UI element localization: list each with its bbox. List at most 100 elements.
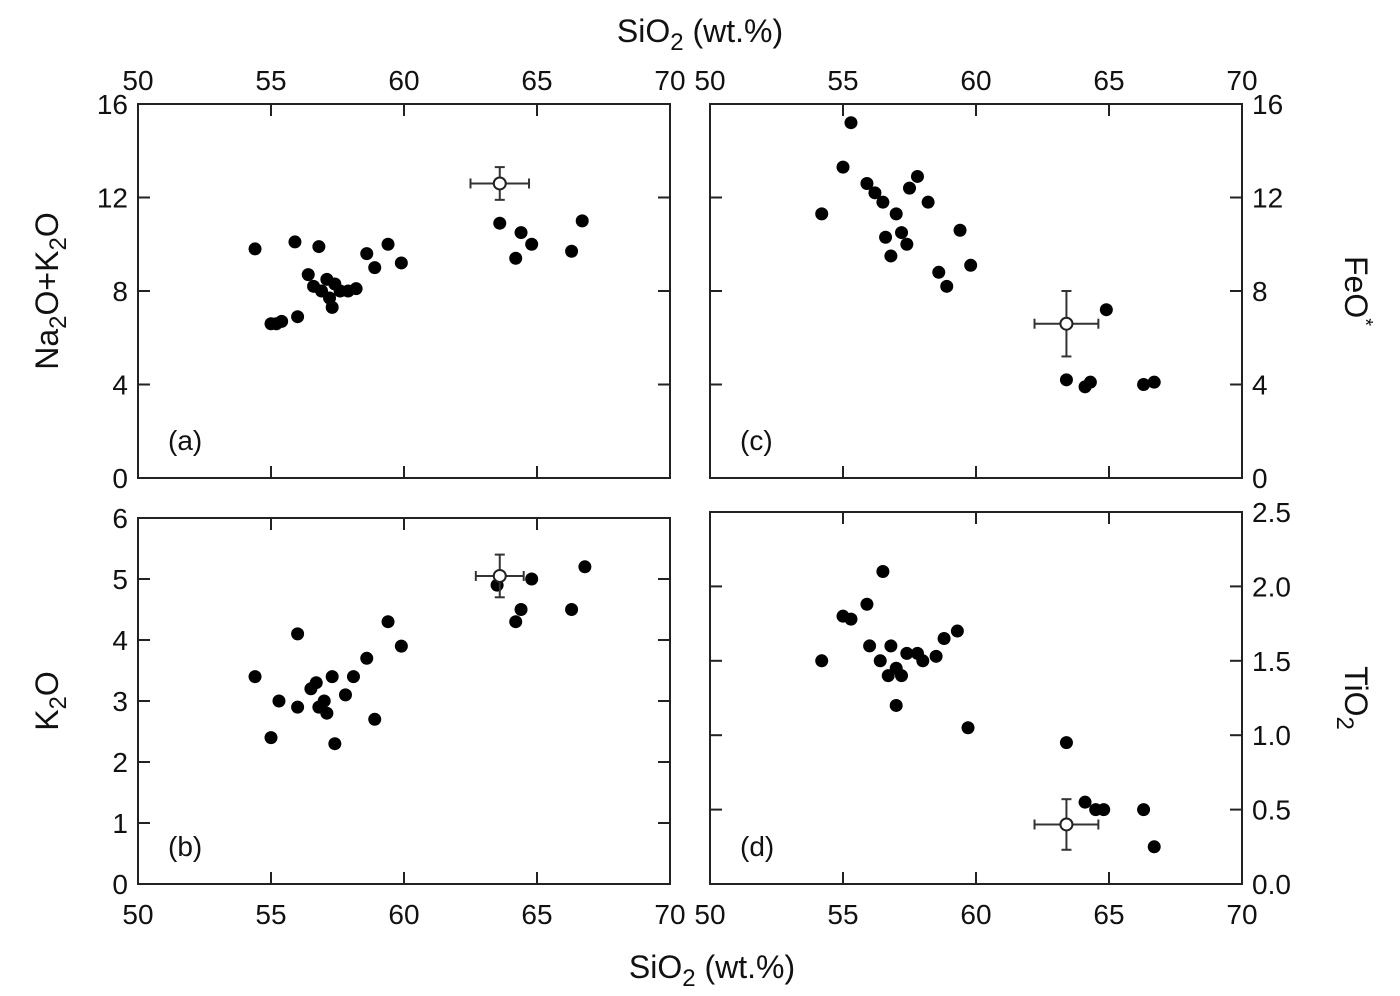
x-tick-label-c-2: 60 — [960, 65, 991, 96]
data-point-d-4 — [863, 639, 877, 653]
panel-label-c: (c) — [740, 425, 773, 456]
data-point-c-7 — [884, 249, 898, 263]
data-point-d-16 — [937, 631, 951, 645]
data-point-b-4 — [291, 700, 305, 714]
data-point-c-23 — [1147, 375, 1161, 389]
data-point-b-20 — [514, 603, 528, 616]
plot-frame-d — [709, 511, 1243, 885]
plot-frame-a — [137, 103, 671, 479]
data-point-a-21 — [493, 216, 507, 230]
data-point-c-20 — [1083, 375, 1097, 389]
data-point-c-15 — [940, 279, 954, 293]
y-tick-label-b-6: 6 — [112, 503, 128, 534]
x-tick-label-a-2: 60 — [388, 65, 419, 96]
data-point-a-19 — [381, 237, 395, 251]
data-point-b-9 — [320, 706, 334, 720]
data-point-c-13 — [921, 195, 935, 209]
data-point-c-0 — [815, 207, 829, 221]
panel-d: 50 55 60 65 700.0 0.5 1.0 1.5 2.0 2.5 TiO2 (d) — [694, 497, 1374, 930]
y-tick-label-d-4: 2.0 — [1252, 571, 1291, 602]
panel-label-a: (a) — [168, 425, 202, 456]
x-tick-label-a-4: 70 — [654, 65, 685, 96]
data-point-b-19 — [509, 615, 523, 629]
y-tick-label-c-1: 4 — [1252, 370, 1268, 401]
data-point-b-11 — [328, 737, 342, 751]
data-point-c-12 — [910, 169, 924, 183]
data-point-b-15 — [368, 712, 382, 726]
x-tick-label-b-0: 50 — [122, 899, 153, 930]
y-tick-label-c-4: 16 — [1252, 89, 1283, 120]
data-point-b-8 — [317, 694, 331, 708]
data-point-c-9 — [895, 226, 909, 240]
y-axis-title-d: TiO2 — [1331, 666, 1374, 730]
data-point-d-0 — [815, 654, 829, 668]
y-tick-label-d-3: 1.5 — [1252, 646, 1291, 677]
data-point-c-3 — [860, 176, 874, 190]
x-tick-label-b-3: 65 — [521, 899, 552, 930]
data-point-c-14 — [932, 265, 946, 279]
data-point-b-23 — [578, 560, 592, 574]
data-point-d-14 — [916, 654, 930, 668]
data-point-c-2 — [844, 116, 858, 130]
panel-label-b: (b) — [168, 831, 202, 862]
x-tick-label-c-4: 70 — [1226, 65, 1257, 96]
data-point-a-25 — [565, 244, 579, 258]
data-point-c-5 — [876, 195, 890, 209]
data-point-c-4 — [868, 186, 882, 200]
data-point-d-11 — [895, 669, 909, 683]
x-tick-label-a-0: 50 — [122, 65, 153, 96]
x-tick-label-c-3: 65 — [1093, 65, 1124, 96]
panel-b: 50 55 60 65 70 0 1 2 3 4 5 6 K2O (b) — [29, 503, 686, 930]
data-point-d-15 — [929, 649, 943, 663]
data-point-a-16 — [349, 282, 363, 296]
y-tick-label-b-3: 3 — [112, 686, 128, 717]
data-point-a-22 — [509, 251, 523, 265]
y-tick-label-a-3: 12 — [97, 183, 128, 214]
data-point-d-18 — [961, 721, 975, 735]
data-point-b-21 — [525, 572, 539, 586]
data-point-d-3 — [860, 597, 874, 611]
data-point-a-18 — [368, 261, 382, 275]
reference-point-c — [1059, 316, 1074, 331]
data-point-a-17 — [360, 247, 374, 261]
y-axis-title-b: K2O — [29, 671, 72, 731]
data-point-b-1 — [264, 731, 278, 745]
y-tick-label-d-2: 1.0 — [1252, 720, 1291, 751]
data-point-c-10 — [900, 237, 914, 251]
panel-c: 50 55 60 65 70 0 4 8 12 16 FeO* (c) — [694, 65, 1376, 494]
x-tick-label-d-3: 65 — [1093, 899, 1124, 930]
data-point-c-21 — [1099, 303, 1113, 317]
data-point-a-20 — [394, 256, 408, 270]
reference-point-b — [492, 568, 507, 583]
reference-point-a — [492, 176, 507, 191]
data-point-d-12 — [900, 646, 914, 660]
data-point-c-17 — [964, 258, 978, 272]
x-tick-label-d-1: 55 — [827, 899, 858, 930]
data-point-c-6 — [879, 230, 893, 244]
x-tick-label-d-4: 70 — [1226, 899, 1257, 930]
data-point-b-6 — [309, 676, 323, 690]
data-point-b-3 — [291, 627, 305, 641]
data-point-a-5 — [291, 310, 305, 324]
y-tick-label-b-1: 1 — [112, 808, 128, 839]
y-axis-title-a: Na2O+K2O — [29, 212, 72, 369]
panel-a: 50 55 60 65 70 0 4 8 12 16 Na2O+K2O (a) — [29, 65, 686, 494]
data-point-d-8 — [884, 639, 898, 653]
data-point-d-10 — [889, 698, 903, 712]
y-tick-label-a-1: 4 — [112, 370, 128, 401]
data-point-d-6 — [876, 565, 890, 579]
data-point-a-3 — [275, 314, 289, 328]
reference-point-d — [1059, 817, 1074, 832]
y-tick-label-d-0: 0.0 — [1252, 869, 1291, 900]
y-axis-title-c: FeO* — [1338, 256, 1376, 326]
y-tick-label-a-2: 8 — [112, 276, 128, 307]
data-point-d-20 — [1078, 795, 1092, 809]
data-point-c-11 — [903, 181, 916, 195]
data-point-a-23 — [514, 226, 528, 240]
data-point-b-14 — [360, 651, 374, 665]
data-point-a-0 — [248, 242, 262, 256]
data-point-b-17 — [394, 639, 408, 653]
data-point-d-23 — [1137, 803, 1151, 817]
data-point-b-12 — [338, 688, 352, 702]
bottom-x-axis-title: SiO2 (wt.%) — [629, 949, 795, 992]
